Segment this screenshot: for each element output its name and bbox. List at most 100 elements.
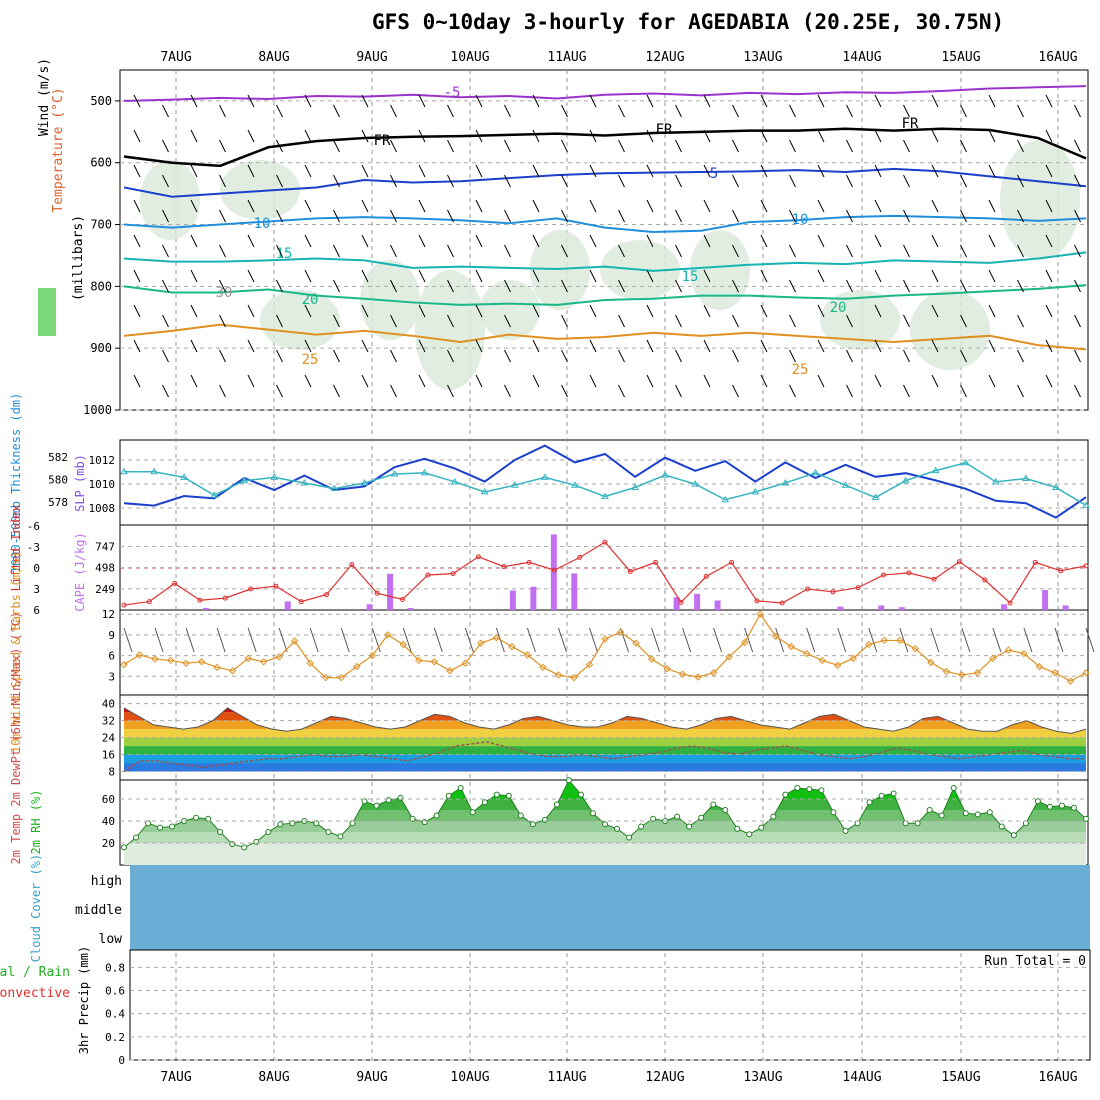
wind-barb: [589, 304, 597, 318]
wind-barb: [988, 164, 996, 178]
wind-speed-marker: [709, 669, 718, 677]
ytick-label-pressure: 1000: [83, 403, 112, 417]
cape-bar: [1001, 604, 1008, 610]
precip-label-convective: Convective: [0, 986, 70, 1001]
wind-barb: [532, 374, 540, 388]
thickness-marker: [601, 492, 609, 499]
wind-barb: [1074, 104, 1081, 118]
wind-barb: [418, 199, 426, 213]
ytick-label-precip: 0.2: [105, 1031, 125, 1044]
wind-speed-marker: [135, 651, 144, 659]
isotherm-label: -5: [444, 85, 461, 101]
wind-barb: [988, 374, 996, 388]
li-marker: [855, 585, 861, 591]
cloud-cover-fill: [130, 865, 1090, 950]
cape-bar: [837, 606, 844, 610]
cape-bar: [878, 605, 885, 610]
wind-barb: [190, 374, 198, 388]
li-marker: [653, 559, 659, 565]
rh-marker: [361, 798, 368, 805]
rh-marker: [253, 838, 260, 845]
wind-barb: [703, 94, 711, 108]
wind-barb-10m: [589, 627, 598, 653]
wind-barb: [304, 374, 312, 388]
date-label-bottom: 14AUG: [842, 1070, 881, 1085]
isotherm-label: FR: [374, 133, 391, 149]
wind-barb: [333, 244, 340, 258]
run-total-label: Run Total = 0: [984, 954, 1086, 969]
wind-barb: [447, 314, 454, 328]
li-marker: [779, 600, 785, 606]
rh-marker: [770, 813, 777, 820]
wind-barb: [817, 94, 825, 108]
wind-10m-panel-frame: [119, 609, 1089, 696]
wind-barb: [789, 104, 796, 118]
wind-barb: [646, 374, 654, 388]
wind-barb-10m: [185, 627, 195, 653]
rh-marker: [157, 824, 164, 831]
rh-marker: [421, 819, 428, 826]
wind-barb: [732, 384, 739, 398]
wind-speed-marker: [539, 663, 547, 672]
wind-barb: [162, 139, 169, 153]
wind-barb: [532, 94, 540, 108]
li-marker: [273, 583, 279, 589]
rh-marker: [169, 823, 176, 830]
isotherm-label: 10: [792, 212, 809, 228]
thickness-marker: [240, 476, 249, 484]
wind-speed-marker: [570, 673, 578, 682]
wind-speed-marker: [508, 642, 516, 651]
wind-barb: [931, 269, 939, 283]
cloud-row-label: high: [91, 874, 122, 889]
wind-barb: [960, 384, 967, 398]
wind-barb: [874, 339, 882, 353]
isotherm-label: 20: [302, 292, 319, 308]
wind-barb: [475, 94, 483, 108]
wind-barb: [646, 339, 654, 353]
wind-barb: [1017, 104, 1024, 118]
rh-shade: [220, 160, 300, 220]
wind-speed-marker: [958, 671, 966, 679]
wind-barb: [162, 314, 169, 328]
wind-barb: [190, 94, 198, 108]
wind-barb: [190, 129, 198, 143]
wind-barb: [418, 269, 426, 283]
wind-barb-10m: [899, 627, 909, 653]
wind-barb: [903, 209, 910, 223]
ylabel-thickness: 1000-500mb Thickness (dm): [9, 393, 23, 574]
cape-bar: [284, 601, 291, 610]
wind-barb: [276, 139, 283, 153]
wind-barb: [219, 174, 226, 188]
wind-speed-marker: [290, 637, 299, 645]
wind-barb: [789, 209, 796, 223]
wind-speed-marker: [601, 635, 609, 643]
wind-barb: [1074, 139, 1081, 153]
li-marker: [805, 586, 811, 592]
date-label-top: 16AUG: [1038, 50, 1077, 65]
rh-marker: [457, 785, 464, 791]
temp-band: [124, 712, 1086, 721]
thickness-marker: [300, 478, 309, 486]
wind-speed-marker: [989, 654, 997, 663]
ylabel-slp: SLP (mb): [73, 454, 87, 512]
wind-barb-10m: [464, 627, 474, 653]
wind-barb: [646, 129, 654, 143]
wind-barb: [162, 209, 169, 223]
wind-barb: [190, 164, 198, 178]
wind-barb: [1045, 269, 1053, 283]
rh-swatch: [38, 288, 56, 336]
wind-barb: [988, 94, 996, 108]
wind-speed-marker: [740, 638, 749, 647]
temp-band: [124, 763, 1086, 772]
wind-barb: [646, 269, 654, 283]
li-marker: [1058, 568, 1064, 574]
cloud-row-label: low: [99, 932, 123, 947]
ytick-label-temp: 32: [102, 715, 115, 728]
li-marker: [551, 567, 557, 573]
ylabel-wind: Wind (m/s): [37, 58, 52, 136]
wind-barb: [475, 164, 483, 178]
ytick-label-slp: 1010: [89, 478, 116, 491]
ytick-label-pressure: 700: [90, 218, 112, 232]
thickness-marker: [270, 473, 279, 480]
ytick-label-precip: 0.6: [105, 985, 125, 998]
